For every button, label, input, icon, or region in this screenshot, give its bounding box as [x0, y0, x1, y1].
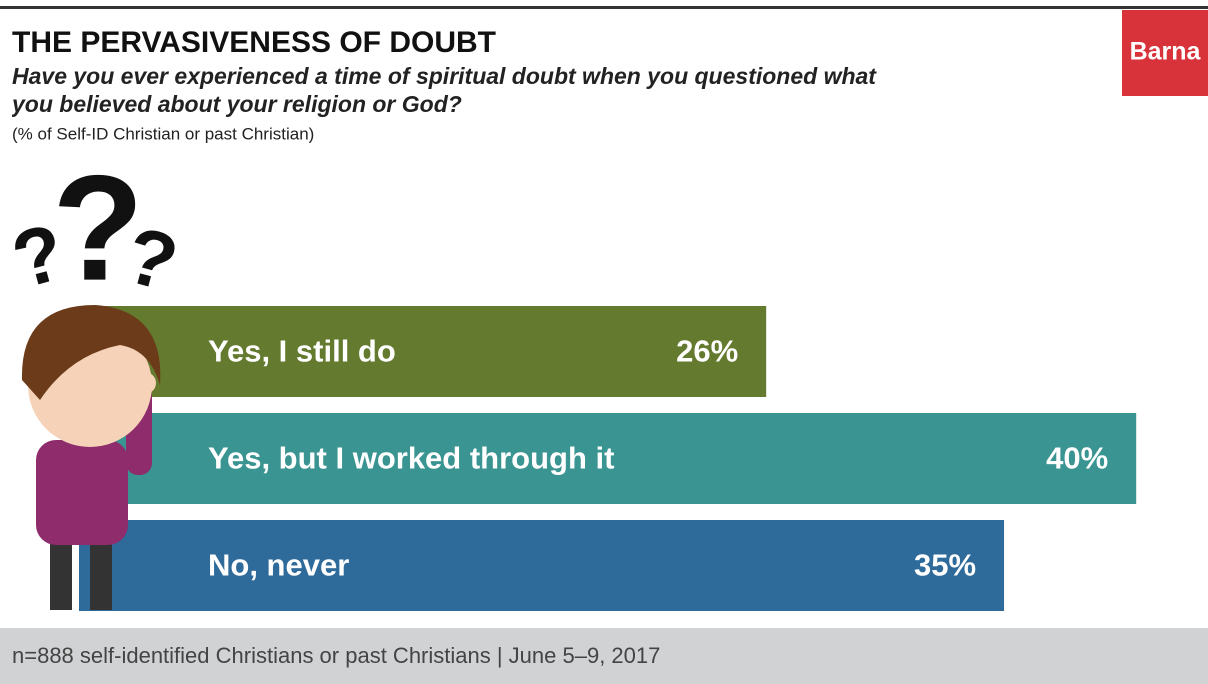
svg-text:?: ? [52, 144, 144, 312]
chart-title: THE PERVASIVENESS OF DOUBT [12, 26, 496, 59]
category-label: Yes, but I worked through it [208, 441, 614, 476]
brand: Barna [1130, 38, 1202, 66]
value-label: 26% [676, 334, 738, 369]
category-label: No, never [208, 548, 349, 583]
bar [79, 520, 1005, 611]
figure: ? ? ? [3, 144, 187, 610]
brand-box [1122, 10, 1208, 96]
top-rule [0, 6, 1208, 9]
footer [0, 628, 1208, 684]
bar [79, 306, 767, 397]
value-label: 40% [1046, 441, 1108, 476]
value-label: 35% [914, 548, 976, 583]
category-label: Yes, I still do [208, 334, 396, 369]
chart-note: (% of Self-ID Christian or past Christia… [12, 124, 314, 143]
bar [79, 413, 1137, 504]
chart-subtitle: Have you ever experienced a time of spir… [12, 63, 876, 117]
source: n=888 self-identified Christians or past… [12, 643, 660, 668]
subtitle-box: Have you ever experienced a time of spir… [12, 63, 876, 117]
